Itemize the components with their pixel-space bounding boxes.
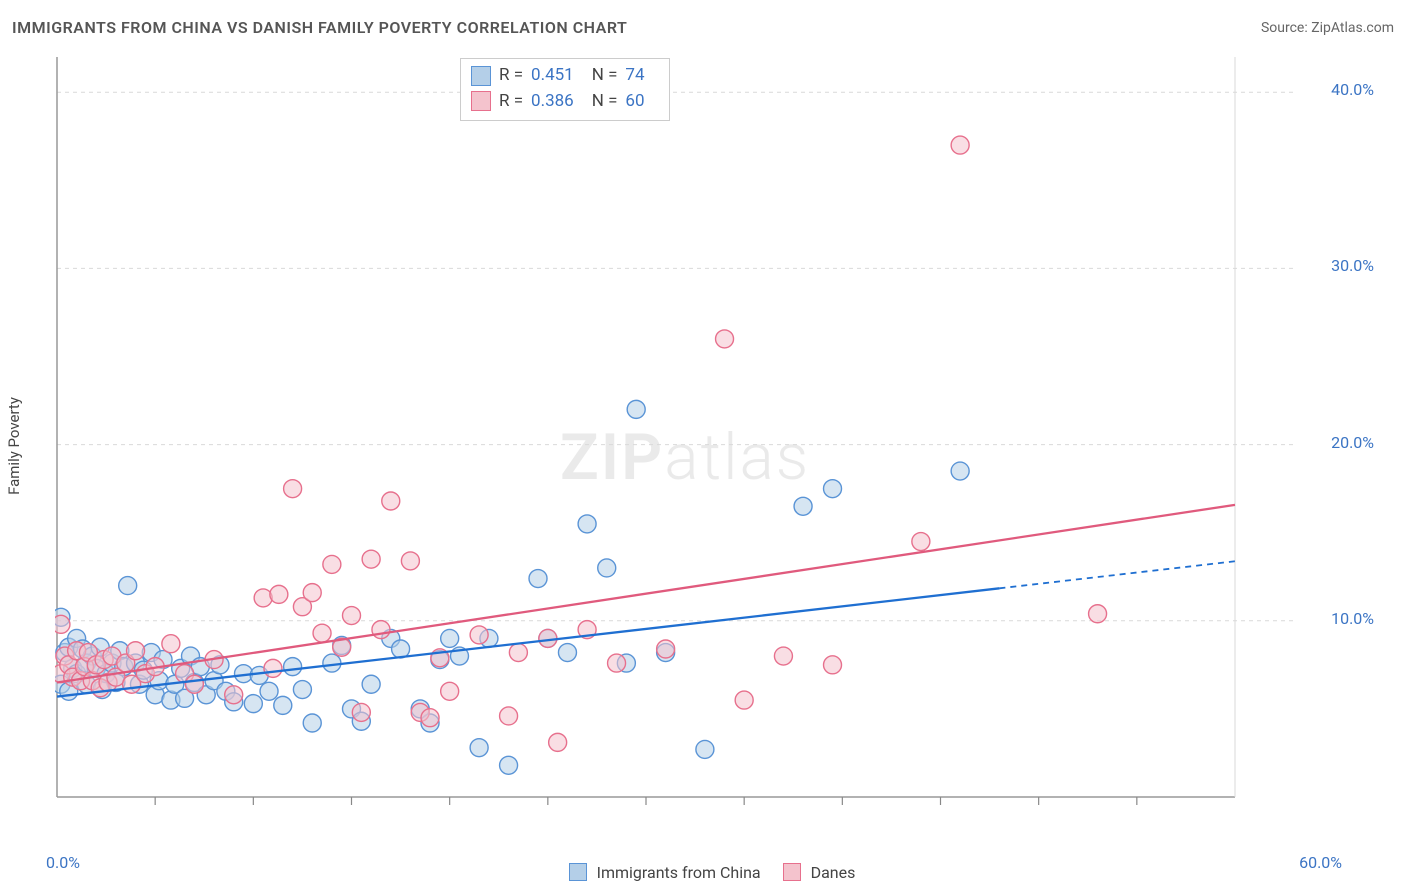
x-min-label: 0.0% xyxy=(46,853,80,872)
scatter-plot xyxy=(55,55,1295,815)
swatch-danes xyxy=(783,863,801,881)
stats-row-china: R = 0.451 N = 74 xyxy=(471,63,655,89)
legend-label-china: Immigrants from China xyxy=(597,863,761,882)
swatch-danes xyxy=(471,91,491,111)
y-tick-40: 40.0% xyxy=(1331,80,1374,99)
chart-header: IMMIGRANTS FROM CHINA VS DANISH FAMILY P… xyxy=(12,18,1394,37)
chart-source: Source: ZipAtlas.com xyxy=(1261,20,1394,36)
y-tick-20: 20.0% xyxy=(1331,433,1374,452)
swatch-china xyxy=(471,66,491,86)
series-legend: Immigrants from China Danes xyxy=(0,863,1406,882)
chart-title: IMMIGRANTS FROM CHINA VS DANISH FAMILY P… xyxy=(12,18,627,37)
y-tick-10: 10.0% xyxy=(1331,609,1374,628)
stats-row-danes: R = 0.386 N = 60 xyxy=(471,89,655,115)
y-axis-label: Family Poverty xyxy=(5,397,23,495)
swatch-china xyxy=(569,863,587,881)
legend-label-danes: Danes xyxy=(811,863,856,882)
x-max-label: 60.0% xyxy=(1299,853,1342,872)
y-tick-30: 30.0% xyxy=(1331,256,1374,275)
stats-legend: R = 0.451 N = 74 R = 0.386 N = 60 xyxy=(460,58,670,121)
